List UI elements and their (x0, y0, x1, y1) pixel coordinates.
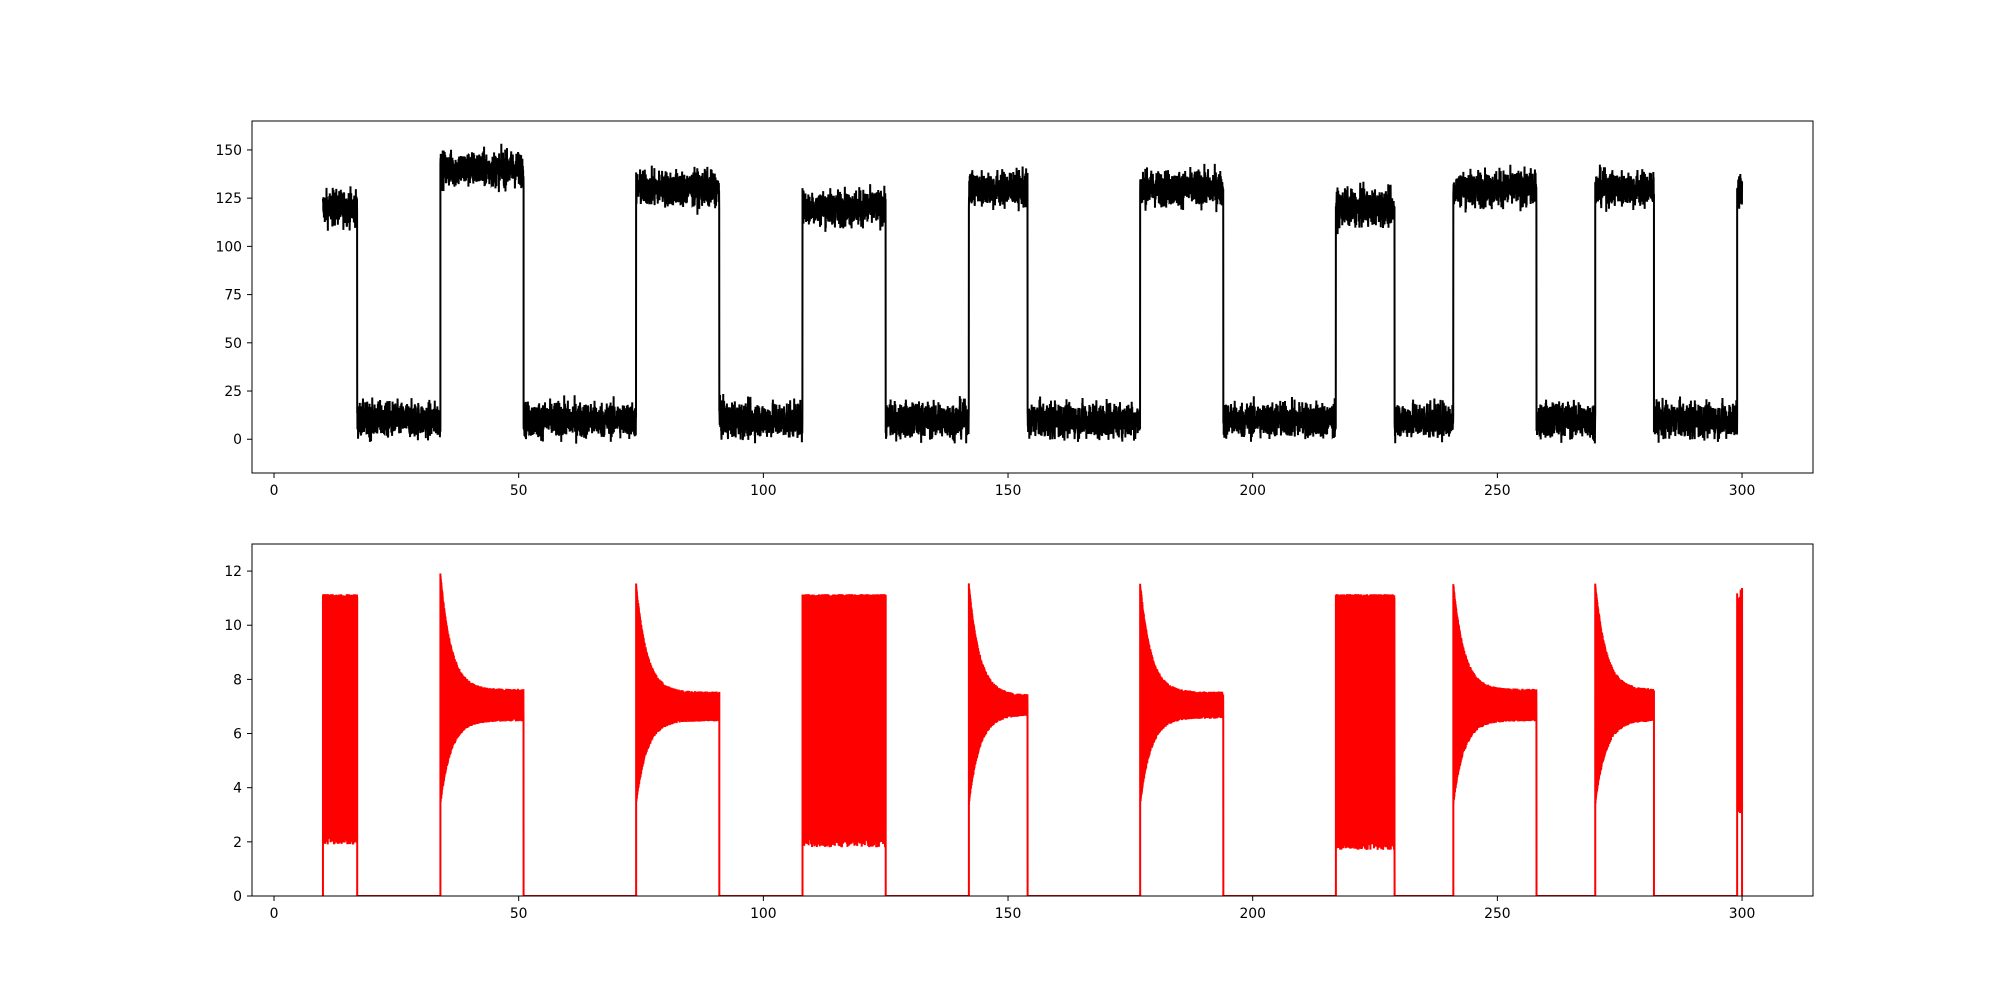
y-tick-label: 25 (224, 384, 242, 400)
y-tick-label: 125 (215, 191, 242, 207)
y-tick-label: 6 (233, 727, 242, 743)
x-tick-label: 0 (270, 906, 279, 922)
y-tick-label: 0 (233, 432, 242, 448)
x-tick-label: 100 (750, 483, 777, 499)
y-tick-label: 10 (224, 618, 242, 634)
top-signal-chart: 0 50 100 150 200 250 300 0 25 50 75 100 125 150 (215, 120, 1814, 499)
x-tick-label: 100 (750, 906, 777, 922)
x-tick-label: 200 (1239, 906, 1266, 922)
x-tick-label: 150 (995, 906, 1022, 922)
bottom-response-chart: 0 50 100 150 200 250 300 0 2 4 6 8 10 12 (224, 543, 1814, 922)
x-tick-label: 300 (1729, 483, 1756, 499)
x-tick-label: 250 (1484, 906, 1511, 922)
axes-frame (251, 120, 1814, 474)
x-tick-label: 50 (510, 483, 528, 499)
series-line-0 (321, 573, 1744, 896)
y-tick-label: 2 (233, 835, 242, 851)
x-tick-label: 50 (510, 906, 528, 922)
x-tick-label: 250 (1484, 483, 1511, 499)
plot-area (321, 573, 1744, 896)
x-tick-label: 300 (1729, 906, 1756, 922)
y-tick-label: 0 (233, 889, 242, 905)
y-tick-label: 150 (215, 143, 242, 159)
y-tick-label: 12 (224, 564, 242, 580)
series-line-0 (321, 143, 1744, 444)
x-tick-label: 0 (270, 483, 279, 499)
x-tick-label: 150 (995, 483, 1022, 499)
y-tick-label: 8 (233, 672, 242, 688)
y-tick-label: 50 (224, 336, 242, 352)
y-tick-label: 75 (224, 288, 242, 304)
y-tick-label: 100 (215, 239, 242, 255)
y-tick-label: 4 (233, 781, 242, 797)
axes-frame (251, 543, 1814, 897)
plot-area (321, 143, 1744, 444)
x-tick-label: 200 (1239, 483, 1266, 499)
